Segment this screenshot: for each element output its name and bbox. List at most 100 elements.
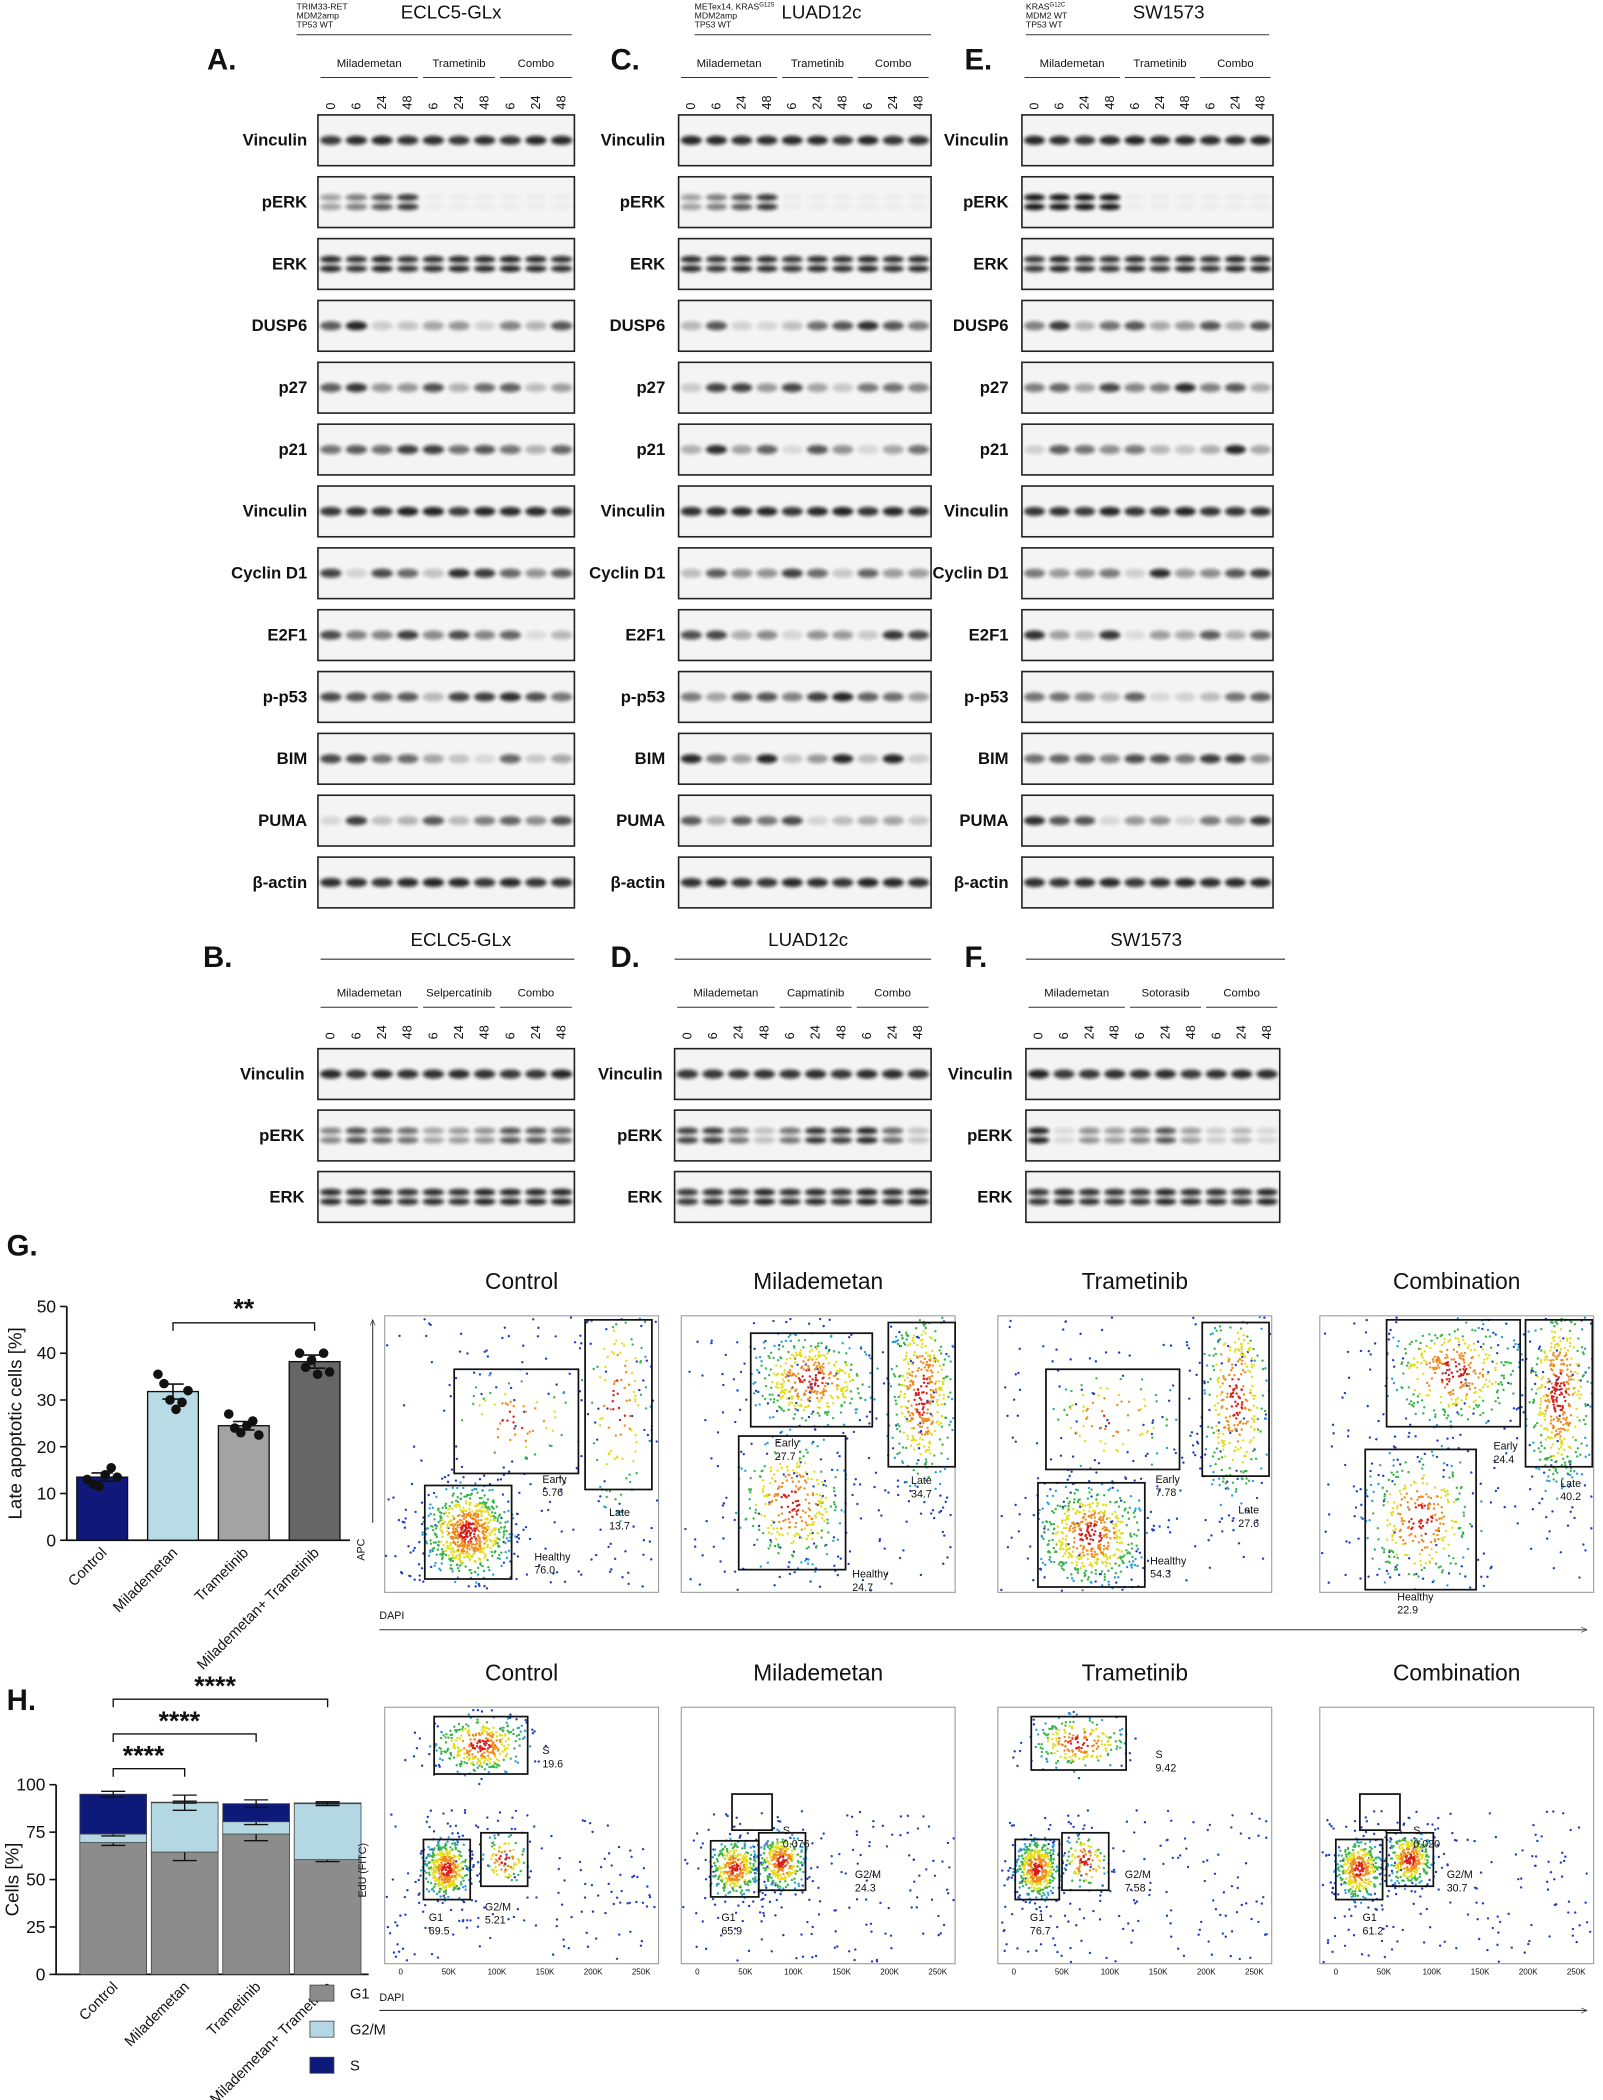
event xyxy=(437,1544,439,1546)
event xyxy=(1116,1501,1118,1503)
event xyxy=(1481,1328,1483,1330)
blot-band xyxy=(397,194,419,201)
event xyxy=(404,1526,406,1528)
event xyxy=(501,1402,503,1404)
event xyxy=(487,1498,489,1500)
blot-band xyxy=(423,383,445,392)
event xyxy=(1105,1547,1107,1549)
event xyxy=(1521,1394,1523,1396)
event xyxy=(1463,1372,1465,1374)
blot-band xyxy=(525,383,547,392)
event xyxy=(796,1463,798,1465)
event xyxy=(1514,1343,1516,1345)
bar xyxy=(148,1392,199,1541)
event xyxy=(1103,1449,1105,1451)
blot-band xyxy=(807,507,828,516)
event xyxy=(428,1555,430,1557)
event xyxy=(1100,1519,1102,1521)
event xyxy=(913,1399,915,1401)
event xyxy=(1118,1564,1120,1566)
timepoint: 24 xyxy=(1159,1025,1173,1039)
event xyxy=(616,1456,618,1458)
event xyxy=(457,1501,459,1503)
event xyxy=(1359,1488,1361,1490)
event xyxy=(814,1355,816,1357)
event xyxy=(1144,1405,1146,1407)
blot-band xyxy=(754,1070,776,1079)
event xyxy=(1081,1389,1083,1391)
timepoint: 48 xyxy=(760,95,774,109)
blot-band xyxy=(371,445,393,454)
event xyxy=(1429,1389,1431,1391)
event xyxy=(414,1511,416,1513)
event xyxy=(413,1578,415,1580)
event xyxy=(1570,1375,1572,1377)
event xyxy=(537,1335,539,1337)
blot-band xyxy=(397,1127,419,1134)
event xyxy=(450,1564,452,1566)
event xyxy=(1221,1456,1223,1458)
event xyxy=(750,1477,752,1479)
event xyxy=(483,1570,485,1572)
blot-band xyxy=(346,631,368,640)
event xyxy=(911,1439,913,1441)
event xyxy=(517,1534,519,1536)
event xyxy=(641,1585,643,1587)
blot-band xyxy=(525,816,547,825)
event xyxy=(1122,1532,1124,1534)
event xyxy=(464,1565,466,1567)
event xyxy=(783,1371,785,1373)
event xyxy=(841,1392,843,1394)
blot-band xyxy=(1124,265,1145,272)
event xyxy=(795,1532,797,1534)
event xyxy=(1057,1531,1059,1533)
event xyxy=(1501,1384,1503,1386)
event xyxy=(921,1334,923,1336)
event xyxy=(1434,1372,1436,1374)
event xyxy=(1454,1337,1456,1339)
blot-band xyxy=(731,692,752,701)
blot-band xyxy=(1250,136,1271,145)
event xyxy=(1453,1349,1455,1351)
blot-band xyxy=(1049,754,1070,763)
protein-label: Vinculin xyxy=(598,1064,663,1083)
protein-label: DUSP6 xyxy=(953,316,1009,335)
event xyxy=(791,1354,793,1356)
event xyxy=(1247,1370,1249,1372)
blot-band xyxy=(756,692,777,701)
event xyxy=(1495,1490,1497,1492)
event xyxy=(916,1462,918,1464)
event xyxy=(1487,1420,1489,1422)
blot-band xyxy=(907,1127,929,1134)
event xyxy=(516,1513,518,1515)
event xyxy=(849,1550,851,1552)
event xyxy=(1507,1382,1509,1384)
event xyxy=(479,1502,481,1504)
event xyxy=(1450,1420,1452,1422)
event xyxy=(605,1370,607,1372)
event xyxy=(1199,1467,1201,1469)
event xyxy=(513,1399,515,1401)
event xyxy=(823,1354,825,1356)
event xyxy=(1140,1478,1142,1480)
blot-band xyxy=(1231,1070,1252,1079)
event xyxy=(491,1489,493,1491)
event xyxy=(1228,1514,1230,1516)
event xyxy=(1507,1347,1509,1349)
event xyxy=(1437,1364,1439,1366)
event xyxy=(1478,1327,1480,1329)
event xyxy=(787,1469,789,1471)
event xyxy=(1099,1549,1101,1551)
event xyxy=(1537,1357,1539,1359)
event xyxy=(1237,1332,1239,1334)
event xyxy=(808,1416,810,1418)
event xyxy=(807,1477,809,1479)
blot-band xyxy=(1225,194,1246,201)
event xyxy=(1240,1346,1242,1348)
event xyxy=(1099,1440,1101,1442)
timepoint: 48 xyxy=(555,95,569,109)
blot-band xyxy=(474,383,496,392)
event xyxy=(1228,1442,1230,1444)
event xyxy=(1126,1451,1128,1453)
event xyxy=(946,1375,948,1377)
